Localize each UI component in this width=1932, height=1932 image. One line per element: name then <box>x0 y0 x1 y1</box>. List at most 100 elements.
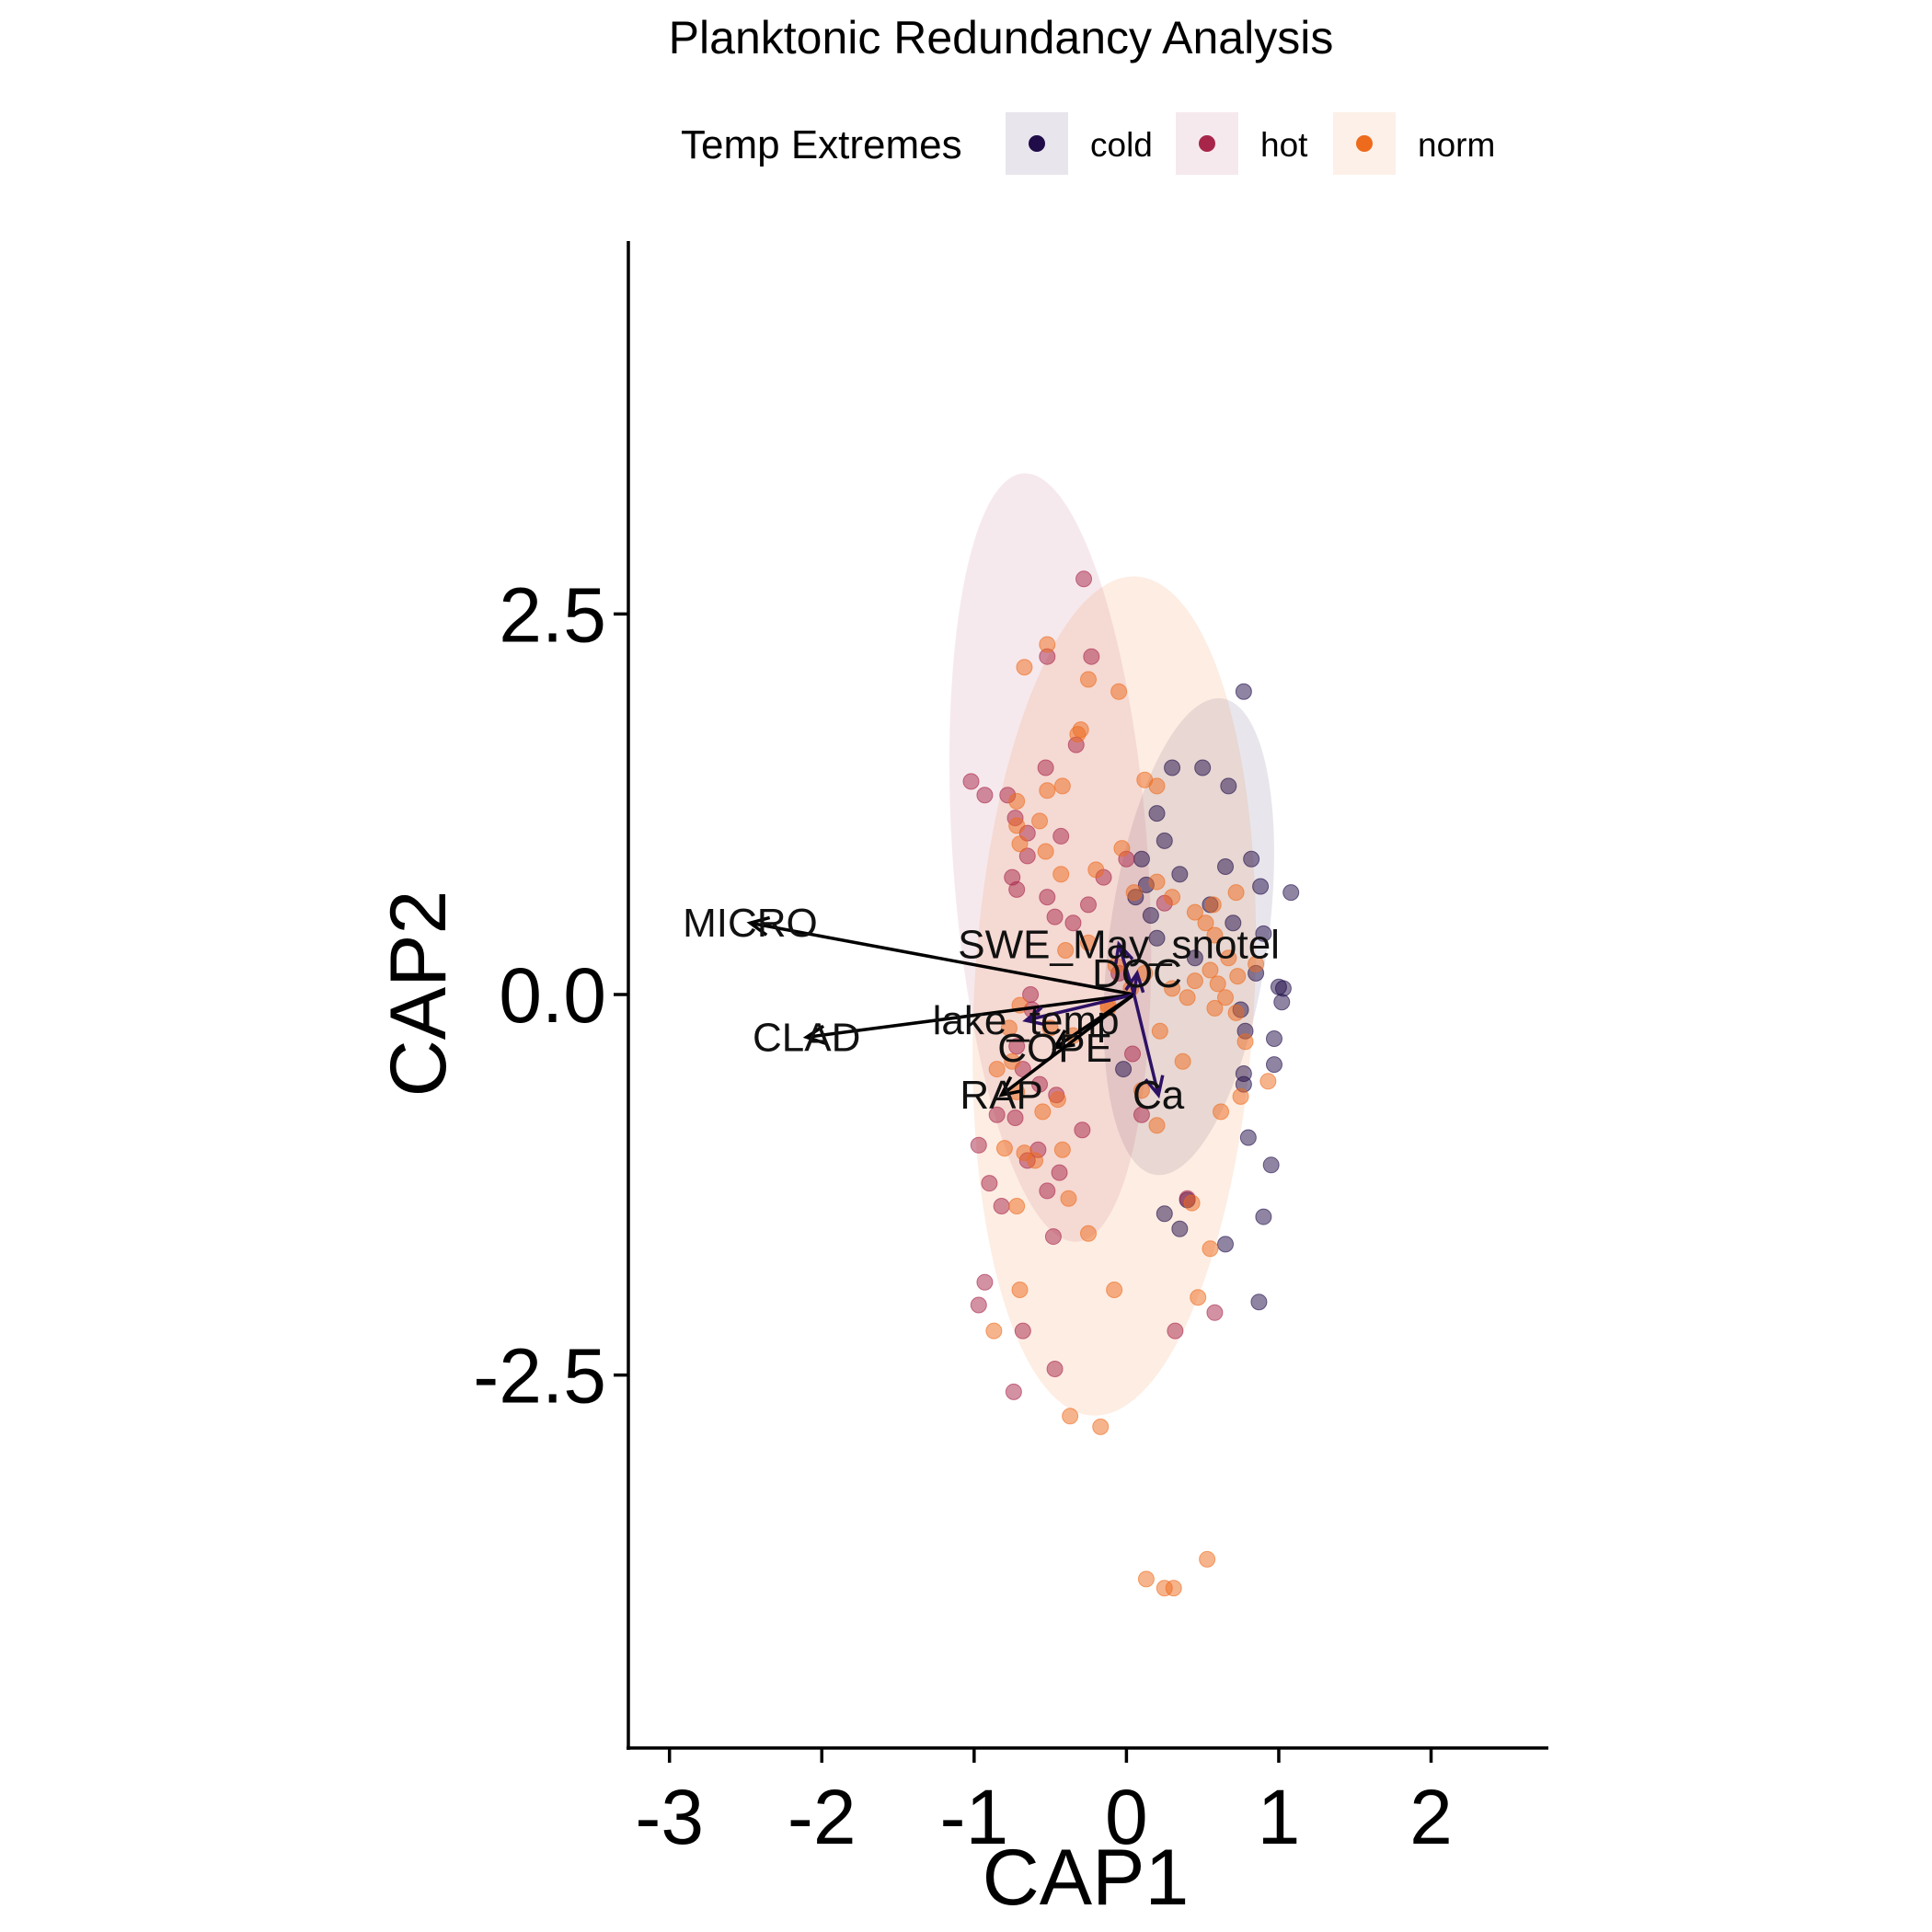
point-norm <box>1060 1190 1077 1207</box>
vector-lake_temp <box>1025 993 1135 1022</box>
point-norm <box>1000 1019 1018 1037</box>
x-tick-label: 1 <box>1258 1774 1301 1860</box>
point-norm <box>1186 972 1203 990</box>
point-cold <box>1235 1065 1252 1083</box>
point-hot <box>1031 1075 1049 1093</box>
point-norm <box>1151 1022 1168 1040</box>
point-hot <box>1008 1038 1026 1055</box>
legend: Temp Extremes cold hot norm <box>681 112 1495 175</box>
point-norm <box>1148 1117 1166 1134</box>
point-norm <box>1037 843 1054 860</box>
point-norm <box>1039 782 1056 799</box>
x-tick-label: 2 <box>1409 1774 1453 1860</box>
point-hot <box>993 1197 1010 1214</box>
vector-arrowhead-CLAD <box>802 1024 827 1045</box>
x-axis-ticks: -3 -2 -1 0 1 2 <box>635 1748 1453 1860</box>
point-hot <box>1044 1228 1062 1246</box>
point-hot <box>1014 1322 1031 1340</box>
point-norm <box>1165 1580 1182 1597</box>
point-hot <box>970 1296 987 1314</box>
point-cold <box>1194 759 1212 776</box>
vector-RAP <box>1000 993 1135 1097</box>
legend-dot-cold <box>1029 135 1045 152</box>
point-norm <box>1011 1281 1029 1298</box>
point-hot <box>1022 986 1040 1003</box>
vector-label-DOC: DOC <box>1092 951 1182 996</box>
point-norm <box>1136 771 1154 788</box>
point-norm <box>1133 1082 1150 1099</box>
point-hot <box>1074 1121 1091 1139</box>
point-hot <box>1080 896 1097 914</box>
x-tick-label: 0 <box>1105 1774 1148 1860</box>
point-cold <box>1156 832 1173 849</box>
point-norm <box>1110 683 1128 700</box>
point-hot <box>1005 1383 1022 1400</box>
point-norm <box>1213 1103 1230 1121</box>
point-norm <box>1053 1141 1071 1158</box>
x-tick-label: -1 <box>939 1774 1008 1860</box>
point-cold <box>1156 1205 1173 1223</box>
point-norm <box>1080 1225 1097 1242</box>
point-cold <box>1148 929 1166 947</box>
point-norm <box>1004 1052 1021 1070</box>
point-hot <box>1039 1182 1056 1200</box>
point-norm <box>1259 1073 1277 1090</box>
point-norm <box>1092 1418 1110 1435</box>
point-hot <box>1064 914 1082 932</box>
point-norm <box>1236 1033 1254 1051</box>
point-norm <box>1016 659 1033 676</box>
point-cold <box>1171 866 1189 883</box>
vector-arrowhead-RAP <box>998 1075 1022 1098</box>
point-norm <box>1052 866 1070 883</box>
point-cold <box>1217 1236 1235 1253</box>
vector-label-Ca: Ca <box>1133 1073 1185 1118</box>
vector-SWE_May_snotel <box>1117 943 1136 995</box>
vector-arrowhead-DOC <box>1124 969 1145 994</box>
point-norm <box>1217 989 1235 1006</box>
y-tick-label: 0.0 <box>499 952 606 1039</box>
point-norm <box>1031 812 1049 830</box>
y-axis-ticks: -2.5 0.0 2.5 <box>473 571 628 1420</box>
point-norm <box>1206 999 1224 1017</box>
point-cold <box>1142 906 1159 924</box>
point-norm <box>1202 1240 1219 1258</box>
point-hot <box>1018 847 1036 865</box>
point-norm <box>1008 1197 1026 1214</box>
point-cold <box>1235 683 1252 700</box>
point-cold <box>1243 850 1260 868</box>
legend-label-norm: norm <box>1418 126 1495 164</box>
point-hot <box>981 1175 998 1192</box>
point-hot <box>1051 1164 1068 1181</box>
point-norm <box>1125 884 1143 902</box>
point-hot <box>1046 1361 1064 1378</box>
point-norm <box>1164 980 1181 997</box>
vector-arrowhead-Ca <box>1144 1075 1165 1099</box>
vector-MICRO <box>750 921 1134 996</box>
point-norm <box>1204 896 1222 914</box>
point-norm <box>1080 671 1097 688</box>
point-hot <box>1167 1322 1184 1340</box>
point-norm <box>1220 949 1237 967</box>
x-tick-label: -3 <box>635 1774 704 1860</box>
point-norm <box>1008 817 1026 834</box>
point-hot <box>1075 570 1093 588</box>
point-norm <box>1229 968 1247 985</box>
point-norm <box>1039 636 1056 653</box>
y-tick-label: -2.5 <box>473 1333 606 1420</box>
point-cold <box>1164 759 1181 776</box>
point-norm <box>1190 1289 1207 1306</box>
point-hot <box>1008 880 1026 898</box>
vector-label-CLAD: CLAD <box>753 1015 860 1060</box>
point-hot <box>988 1106 1006 1123</box>
point-norm <box>1183 1194 1201 1212</box>
point-norm <box>1199 1550 1216 1568</box>
point-norm <box>1197 914 1214 932</box>
vector-label-COPE: COPE <box>997 1026 1112 1071</box>
point-hot <box>976 787 994 804</box>
point-cold <box>1171 1220 1189 1237</box>
point-norm <box>1174 1052 1191 1070</box>
point-norm <box>985 1322 1003 1340</box>
point-cold <box>1148 805 1166 822</box>
